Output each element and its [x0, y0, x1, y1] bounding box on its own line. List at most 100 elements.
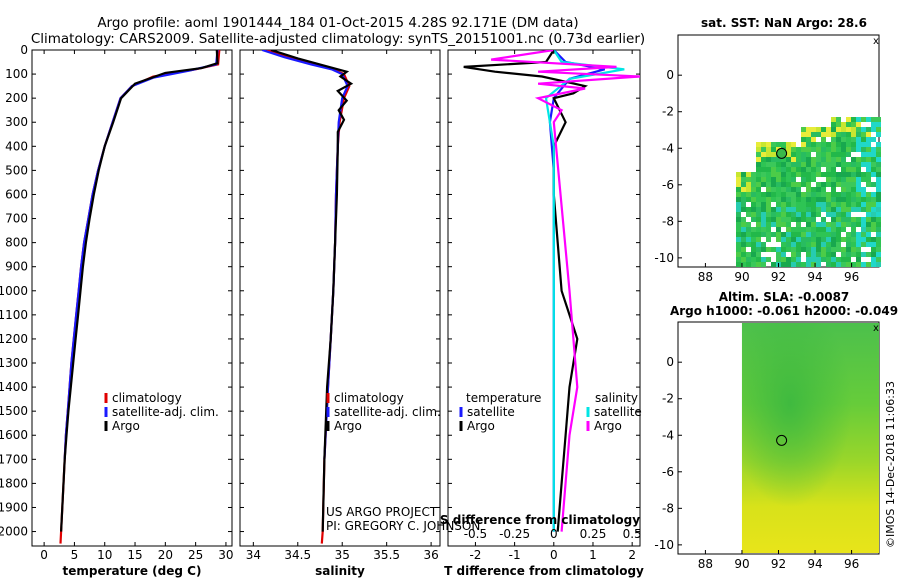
- sst-cell: [781, 217, 786, 222]
- sst-cell: [736, 217, 741, 222]
- sst-cell: [786, 212, 791, 217]
- sst-cell: [836, 262, 841, 267]
- sst-cell: [756, 262, 761, 267]
- sst-cell: [801, 137, 806, 142]
- sst-cell: [746, 257, 751, 262]
- sst-cell: [861, 202, 866, 207]
- sst-cell: [856, 192, 861, 197]
- sst-cell: [831, 122, 836, 127]
- sst-cell: [841, 207, 846, 212]
- sla-corner-mark: x: [873, 323, 879, 334]
- legend-climatology: climatology: [334, 391, 404, 405]
- sst-cell: [796, 237, 801, 242]
- sst-cell: [846, 222, 851, 227]
- sst-cell: [776, 182, 781, 187]
- sst-cell: [871, 147, 876, 152]
- sst-cell: [866, 202, 871, 207]
- sst-cell: [766, 177, 771, 182]
- sst-cell: [781, 142, 786, 147]
- sst-cell: [851, 177, 856, 182]
- sst-cell: [761, 142, 766, 147]
- pressure-tick-label: 1700: [0, 452, 28, 466]
- sst-cell: [831, 202, 836, 207]
- sst-map-cells: [736, 117, 881, 267]
- sst-cell: [861, 227, 866, 232]
- sst-cell: [806, 137, 811, 142]
- sst-cell: [846, 122, 851, 127]
- credit-line-1: US ARGO PROJECT: [326, 505, 438, 519]
- sst-cell: [751, 262, 756, 267]
- sst-cell: [751, 207, 756, 212]
- sst-cell: [806, 227, 811, 232]
- sst-cell: [846, 207, 851, 212]
- sst-cell: [796, 152, 801, 157]
- legend-t-satellite: satellite: [467, 405, 515, 419]
- sst-cell: [871, 192, 876, 197]
- sst-cell: [771, 147, 776, 152]
- sst-cell: [771, 217, 776, 222]
- sst-cell: [846, 142, 851, 147]
- sst-cell: [856, 137, 861, 142]
- sst-cell: [771, 207, 776, 212]
- sst-cell: [796, 147, 801, 152]
- sst-cell: [856, 117, 861, 122]
- sst-cell: [821, 237, 826, 242]
- map-x-tick-label: 90: [734, 270, 749, 284]
- pressure-tick-label: 800: [5, 236, 28, 250]
- sst-cell: [841, 217, 846, 222]
- sst-cell: [786, 157, 791, 162]
- sst-cell: [861, 237, 866, 242]
- sst-cell: [776, 197, 781, 202]
- x-tick-label: 34: [246, 548, 261, 562]
- sst-cell: [776, 237, 781, 242]
- map-y-tick-label: -2: [662, 392, 674, 406]
- sst-cell: [766, 172, 771, 177]
- sst-cell: [781, 172, 786, 177]
- map-y-tick-label: -4: [662, 428, 674, 442]
- sla-low-blob: [741, 323, 879, 553]
- sst-cell: [771, 177, 776, 182]
- sst-cell: [861, 192, 866, 197]
- pressure-tick-label: 700: [5, 212, 28, 226]
- sst-cell: [736, 257, 741, 262]
- sst-cell: [781, 167, 786, 172]
- sst-cell: [861, 197, 866, 202]
- sst-cell: [841, 132, 846, 137]
- sst-cell: [861, 217, 866, 222]
- sst-cell: [836, 152, 841, 157]
- sst-cell: [771, 152, 776, 157]
- sst-cell: [786, 187, 791, 192]
- sst-cell: [801, 197, 806, 202]
- sst-cell: [736, 232, 741, 237]
- sst-cell: [741, 177, 746, 182]
- sst-cell: [861, 137, 866, 142]
- map-y-tick-label: -4: [662, 141, 674, 155]
- sst-cell: [781, 262, 786, 267]
- sst-cell: [816, 262, 821, 267]
- sst-cell: [836, 137, 841, 142]
- sst-cell: [826, 257, 831, 262]
- sst-cell: [806, 207, 811, 212]
- sst-cell: [831, 262, 836, 267]
- sst-cell: [736, 237, 741, 242]
- sst-cell: [831, 252, 836, 257]
- sst-cell: [781, 257, 786, 262]
- sst-cell: [836, 202, 841, 207]
- sst-cell: [776, 142, 781, 147]
- sst-cell: [866, 222, 871, 227]
- sst-cell: [826, 167, 831, 172]
- sst-cell: [756, 202, 761, 207]
- sst-cell: [766, 157, 771, 162]
- sst-cell: [871, 262, 876, 267]
- sst-cell: [751, 192, 756, 197]
- sst-map-title: sat. SST: NaN Argo: 28.6: [701, 16, 867, 30]
- sst-cell: [856, 182, 861, 187]
- sst-cell: [791, 157, 796, 162]
- sst-cell: [756, 247, 761, 252]
- pressure-tick-label: 1500: [0, 404, 28, 418]
- sst-cell: [826, 242, 831, 247]
- sst-cell: [851, 202, 856, 207]
- sst-cell: [821, 202, 826, 207]
- sst-cell: [801, 147, 806, 152]
- sst-cell: [741, 242, 746, 247]
